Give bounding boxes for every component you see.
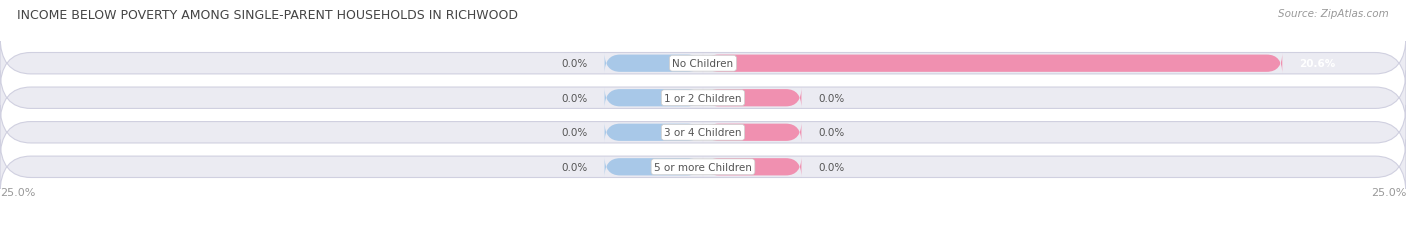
FancyBboxPatch shape — [703, 157, 801, 177]
Text: 20.6%: 20.6% — [1299, 59, 1336, 69]
Text: 25.0%: 25.0% — [1371, 187, 1406, 197]
Text: 0.0%: 0.0% — [561, 93, 588, 103]
FancyBboxPatch shape — [605, 54, 703, 74]
FancyBboxPatch shape — [703, 54, 1282, 74]
Text: 1 or 2 Children: 1 or 2 Children — [664, 93, 742, 103]
Text: No Children: No Children — [672, 59, 734, 69]
Text: 0.0%: 0.0% — [818, 162, 845, 172]
Text: 0.0%: 0.0% — [818, 93, 845, 103]
FancyBboxPatch shape — [0, 37, 1406, 91]
FancyBboxPatch shape — [605, 157, 703, 177]
Text: INCOME BELOW POVERTY AMONG SINGLE-PARENT HOUSEHOLDS IN RICHWOOD: INCOME BELOW POVERTY AMONG SINGLE-PARENT… — [17, 9, 517, 22]
FancyBboxPatch shape — [0, 140, 1406, 194]
Text: 3 or 4 Children: 3 or 4 Children — [664, 128, 742, 138]
Text: 0.0%: 0.0% — [561, 59, 588, 69]
Text: Source: ZipAtlas.com: Source: ZipAtlas.com — [1278, 9, 1389, 19]
Text: 0.0%: 0.0% — [561, 128, 588, 138]
Text: 0.0%: 0.0% — [561, 162, 588, 172]
FancyBboxPatch shape — [605, 122, 703, 143]
Text: 0.0%: 0.0% — [818, 128, 845, 138]
Text: 25.0%: 25.0% — [0, 187, 35, 197]
Text: 5 or more Children: 5 or more Children — [654, 162, 752, 172]
FancyBboxPatch shape — [0, 106, 1406, 160]
FancyBboxPatch shape — [703, 122, 801, 143]
FancyBboxPatch shape — [0, 71, 1406, 125]
FancyBboxPatch shape — [703, 88, 801, 109]
FancyBboxPatch shape — [605, 88, 703, 109]
